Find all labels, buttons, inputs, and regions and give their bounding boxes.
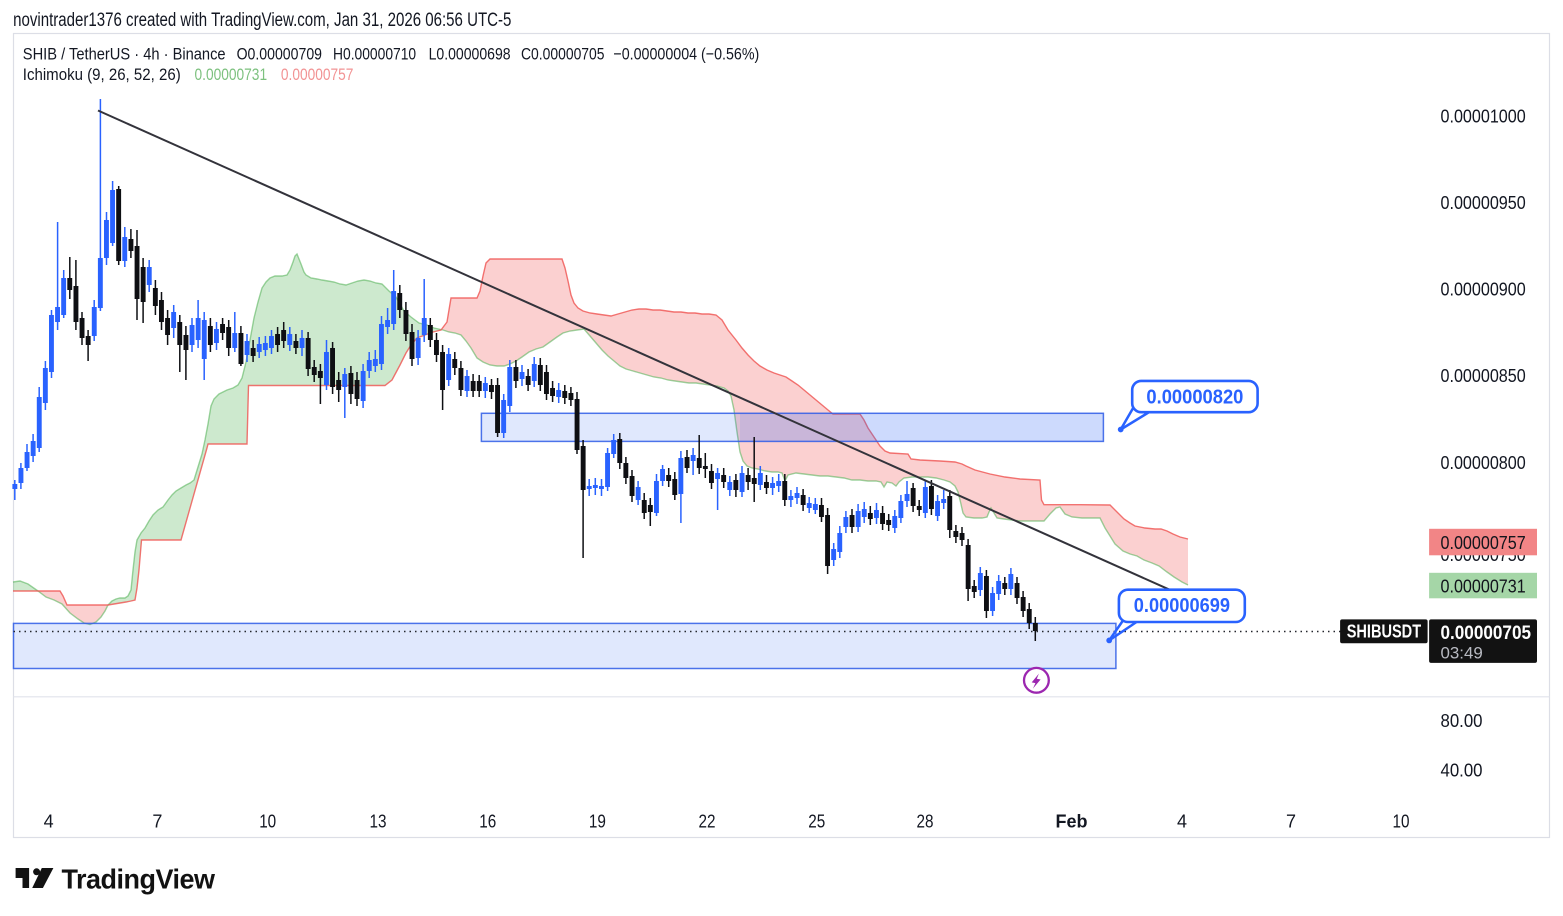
svg-text:0.00000731: 0.00000731 — [195, 65, 268, 84]
svg-text:O0.00000709: O0.00000709 — [237, 44, 322, 63]
svg-text:0.00000900: 0.00000900 — [1441, 280, 1526, 300]
svg-text:03:49: 03:49 — [1441, 643, 1483, 662]
svg-text:10: 10 — [259, 812, 276, 832]
svg-text:C0.00000705: C0.00000705 — [521, 44, 605, 63]
svg-text:4: 4 — [44, 812, 54, 832]
svg-text:0.00000820: 0.00000820 — [1146, 386, 1243, 408]
svg-text:80.00: 80.00 — [1441, 711, 1483, 731]
svg-text:Ichimoku (9, 26, 52, 26): Ichimoku (9, 26, 52, 26) — [23, 65, 181, 84]
svg-text:0.00000705: 0.00000705 — [1441, 623, 1532, 644]
svg-text:0.00001000: 0.00001000 — [1441, 106, 1526, 126]
svg-text:25: 25 — [808, 812, 825, 832]
svg-text:7: 7 — [152, 812, 162, 832]
svg-text:19: 19 — [589, 812, 606, 832]
svg-text:10: 10 — [1393, 812, 1410, 832]
svg-text:novintrader1376 created with T: novintrader1376 created with TradingView… — [13, 10, 511, 31]
svg-text:0.00000800: 0.00000800 — [1441, 453, 1526, 473]
svg-text:L0.00000698: L0.00000698 — [429, 44, 511, 63]
svg-text:0.00000757: 0.00000757 — [281, 65, 354, 84]
svg-text:0.00000699: 0.00000699 — [1134, 595, 1230, 617]
svg-text:28: 28 — [917, 812, 934, 832]
svg-text:SHIBUSDT: SHIBUSDT — [1347, 622, 1421, 642]
svg-text:0.00000950: 0.00000950 — [1441, 193, 1526, 213]
svg-text:Feb: Feb — [1055, 812, 1087, 832]
svg-text:22: 22 — [699, 812, 716, 832]
svg-text:0.00000850: 0.00000850 — [1441, 366, 1526, 386]
svg-text:40.00: 40.00 — [1441, 760, 1483, 780]
svg-text:13: 13 — [370, 812, 387, 832]
svg-text:7: 7 — [1286, 812, 1296, 832]
svg-text:H0.00000710: H0.00000710 — [333, 44, 416, 63]
svg-text:TradingView: TradingView — [62, 863, 216, 894]
svg-text:16: 16 — [479, 812, 496, 832]
svg-text:0.00000757: 0.00000757 — [1441, 533, 1526, 553]
svg-text:SHIB / TetherUS · 4h · Binance: SHIB / TetherUS · 4h · Binance — [23, 44, 226, 63]
svg-text:4: 4 — [1177, 812, 1187, 832]
svg-text:0.00000731: 0.00000731 — [1441, 576, 1526, 596]
svg-text:−0.00000004 (−0.56%): −0.00000004 (−0.56%) — [613, 44, 759, 63]
